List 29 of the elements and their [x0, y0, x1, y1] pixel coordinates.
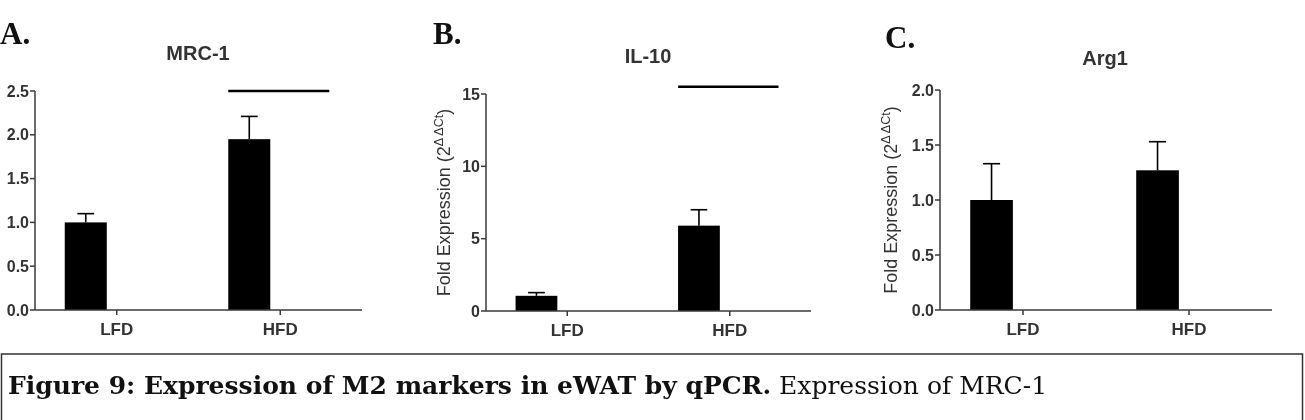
y-tick-label: 0	[471, 302, 481, 320]
x-tick-label: LFD	[100, 320, 134, 339]
y-tick-label: 2.5	[6, 82, 30, 100]
text: B.	[433, 16, 462, 51]
y-tick-label: 10	[462, 157, 481, 175]
text: Expression of MRC-1	[771, 371, 1048, 400]
y-tick-label: 0.0	[911, 301, 935, 319]
chart-title: IL-10	[624, 45, 672, 67]
text: A.	[0, 16, 31, 51]
x-tick-label: HFD	[1171, 320, 1207, 339]
text: C.	[885, 20, 916, 55]
x-tick-label: HFD	[712, 321, 748, 340]
x-tick-label: LFD	[550, 321, 584, 340]
y-tick-label: 1.5	[911, 136, 935, 154]
y-tick-label: 1.0	[6, 214, 30, 231]
x-tick-label: HFD	[262, 320, 298, 339]
y-tick-label: 2.0	[6, 126, 30, 144]
y-tick-label: 1.0	[911, 191, 935, 209]
y-tick-label: 0.5	[911, 246, 935, 264]
y-tick-label: 1.5	[6, 170, 30, 188]
y-tick-label: 2.0	[911, 81, 935, 99]
x-tick-label: LFD	[1006, 320, 1040, 339]
y-tick-label: 0.0	[6, 301, 30, 319]
y-tick-label: 0.5	[6, 257, 30, 275]
chart-title: Arg1	[1082, 47, 1128, 69]
caption: Figure 9: Expression of M2 markers in eWAT by qPCR.	[8, 371, 772, 400]
y-tick-label: 5	[471, 230, 481, 248]
chart-title: MRC-1	[166, 42, 230, 64]
y-tick-label: 15	[462, 85, 481, 103]
